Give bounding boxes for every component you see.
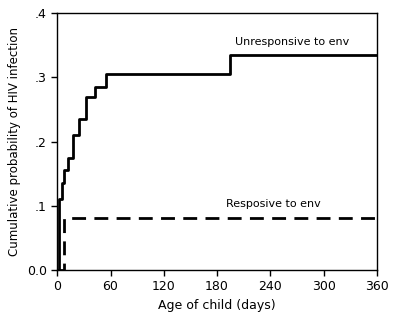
Text: Unresponsive to env: Unresponsive to env xyxy=(235,37,349,47)
X-axis label: Age of child (days): Age of child (days) xyxy=(158,299,276,312)
Y-axis label: Cumulative probability of HIV infection: Cumulative probability of HIV infection xyxy=(8,27,21,256)
Text: Resposive to env: Resposive to env xyxy=(226,199,321,210)
